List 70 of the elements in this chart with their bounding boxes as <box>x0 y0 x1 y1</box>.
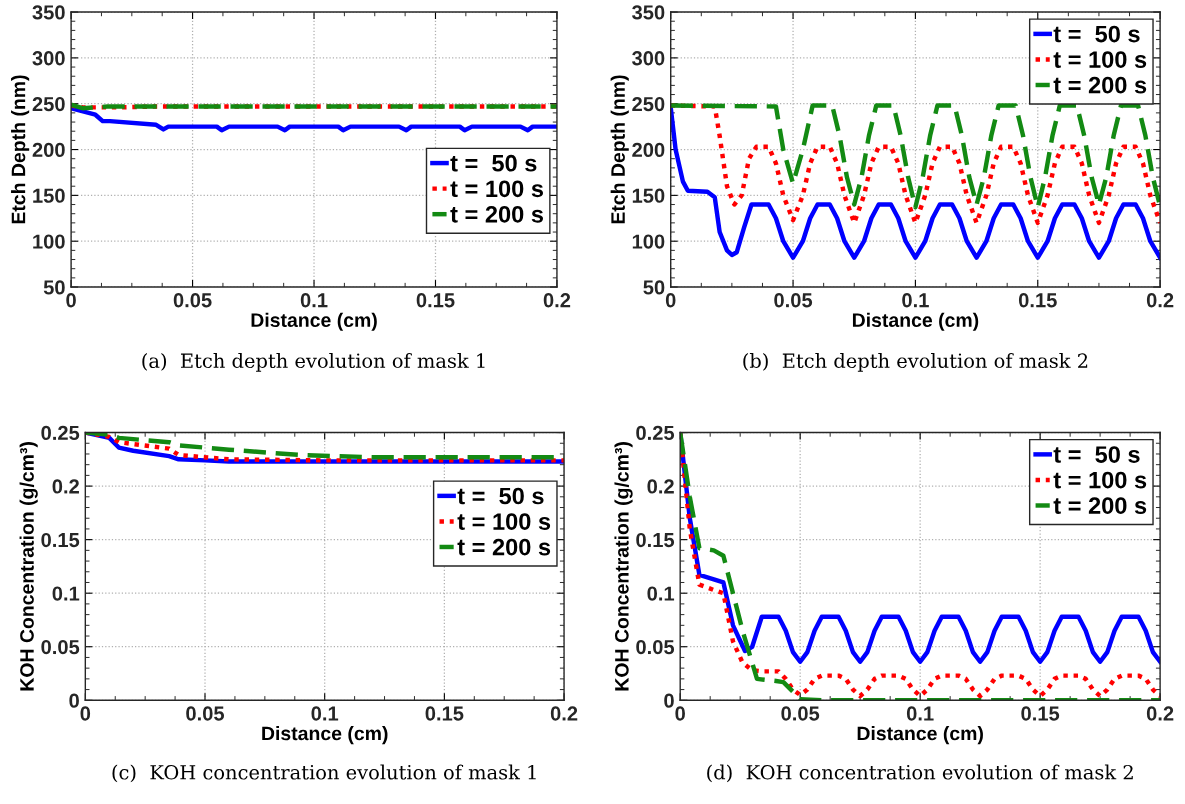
y-tick-label: 0.25 <box>41 425 80 441</box>
x-axis-title: Distance (cm) <box>262 726 388 745</box>
y-axis-title: Etch Depth (nm) <box>11 75 30 224</box>
x-tick-label: 0.2 <box>550 706 578 721</box>
y-tick-label: 0 <box>664 693 674 708</box>
legend-label: t = 100 s <box>1053 51 1147 68</box>
x-tick-label: 0.1 <box>902 293 929 308</box>
y-tick-label: 150 <box>33 188 65 203</box>
x-tick-label: 0.05 <box>774 293 813 308</box>
x-axis-title: Distance (cm) <box>857 726 983 745</box>
y-tick-label: 100 <box>33 234 65 249</box>
legend-label: t = 100 s <box>1053 471 1147 489</box>
y-tick-label: 350 <box>632 5 665 20</box>
x-tick-label: 0.15 <box>1018 293 1057 308</box>
y-tick-label: 0.25 <box>636 425 675 441</box>
legend-label: t = 100 s <box>457 513 551 530</box>
y-tick-label: 0.15 <box>636 532 675 548</box>
legend-label: t = 200 s <box>1053 76 1147 94</box>
text: (d) KOH concentration evolution of mask 2 <box>707 764 1133 783</box>
y-axis-title: Etch Depth (nm) <box>610 75 629 224</box>
y-tick-label: 0.05 <box>636 639 675 655</box>
y-tick-label: 0.2 <box>647 479 674 494</box>
x-tick-label: 0.1 <box>906 706 934 721</box>
line-series <box>71 106 557 133</box>
y-tick-label: 0.1 <box>52 586 80 601</box>
y-tick-label: 300 <box>632 51 665 66</box>
x-tick-label: 0.2 <box>543 293 571 308</box>
y-tick-label: 350 <box>32 5 65 20</box>
y-axis-title: KOH Concentration (g/cm³) <box>19 442 38 691</box>
text: (b) Etch depth evolution of mask 2 <box>743 353 1088 372</box>
x-tick-label: 0.1 <box>300 293 328 308</box>
text: (c) KOH concentration evolution of mask 1 <box>112 764 536 783</box>
y-tick-label: 0 <box>69 693 79 708</box>
y-tick-label: 150 <box>632 188 665 203</box>
y-tick-label: 50 <box>643 280 665 295</box>
x-tick-label: 0.05 <box>781 706 820 721</box>
x-axis-title: Distance (cm) <box>251 312 377 331</box>
y-tick-label: 50 <box>43 280 65 295</box>
legend-label: t = 50 s <box>450 154 537 172</box>
legend-label: t = 200 s <box>1053 497 1147 514</box>
y-tick-label: 200 <box>632 142 665 158</box>
text: (a) Etch depth evolution of mask 1 <box>142 353 485 372</box>
y-tick-label: 100 <box>632 234 665 249</box>
legend-label: t = 50 s <box>1053 446 1140 463</box>
y-tick-label: 250 <box>32 96 65 112</box>
line-series <box>670 105 1161 260</box>
legend-label: t = 50 s <box>457 487 544 505</box>
x-tick-label: 0.15 <box>1021 706 1060 721</box>
legend-label: t = 200 s <box>457 538 551 556</box>
x-tick-label: 0.2 <box>1146 293 1174 308</box>
y-tick-label: 0.2 <box>52 479 79 494</box>
y-tick-label: 300 <box>32 51 65 66</box>
y-tick-label: 0.15 <box>41 532 80 548</box>
x-tick-label: 0 <box>675 706 685 721</box>
x-tick-label: 0.05 <box>186 706 225 721</box>
x-tick-label: 0.05 <box>173 293 212 308</box>
x-tick-label: 0 <box>80 706 91 721</box>
y-tick-label: 0.1 <box>647 586 675 601</box>
y-axis-title: KOH Concentration (g/cm³) <box>614 442 633 691</box>
legend-label: t = 200 s <box>450 205 543 223</box>
x-axis-title: Distance (cm) <box>852 312 979 331</box>
x-tick-label: 0.15 <box>425 706 464 721</box>
y-tick-label: 250 <box>632 96 665 112</box>
y-tick-label: 0.05 <box>41 639 80 655</box>
y-tick-label: 200 <box>32 142 65 158</box>
legend-label: t = 100 s <box>450 180 543 198</box>
x-tick-label: 0.1 <box>311 706 339 721</box>
x-tick-label: 0.15 <box>416 293 455 308</box>
x-tick-label: 0.2 <box>1146 706 1174 721</box>
legend-label: t = 50 s <box>1053 25 1140 43</box>
